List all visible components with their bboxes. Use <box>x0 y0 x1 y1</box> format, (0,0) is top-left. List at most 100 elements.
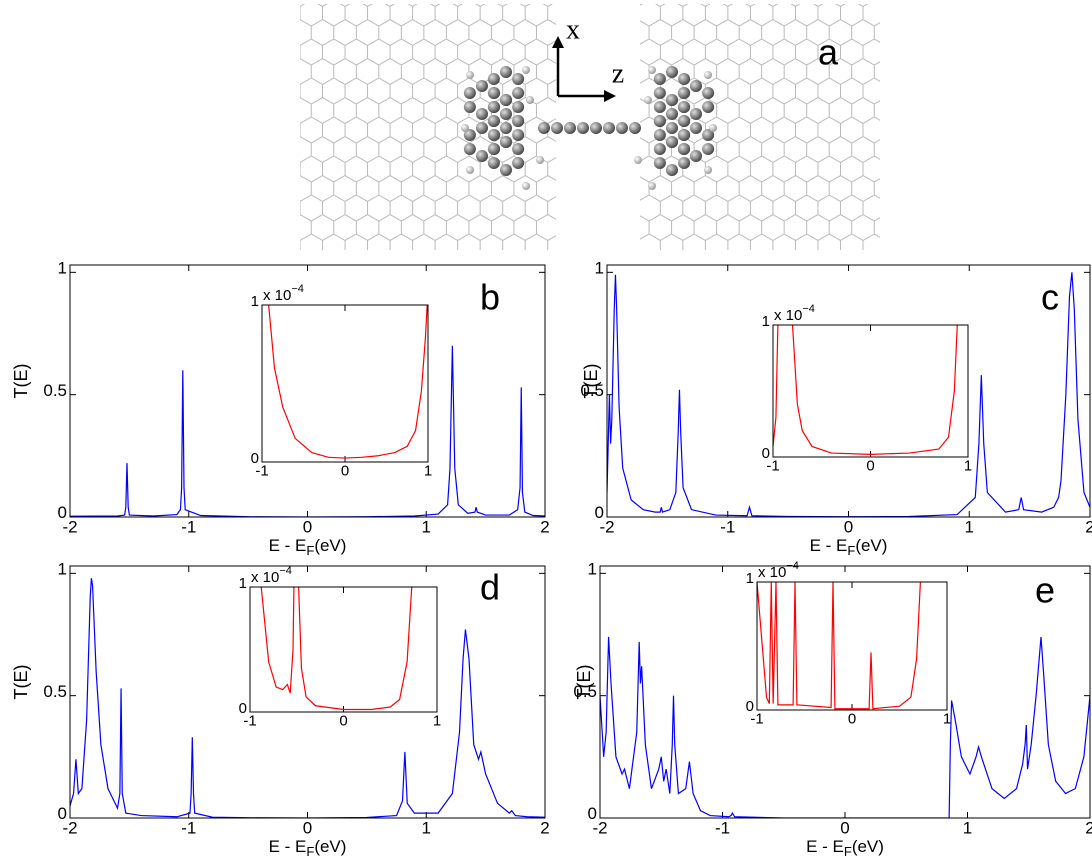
atom <box>616 122 628 134</box>
figure: x z a -2-101200.51E - EF <box>0 0 1092 862</box>
hydrogen <box>704 166 712 174</box>
atom <box>666 66 678 78</box>
atom <box>512 115 524 127</box>
atom <box>690 150 702 162</box>
x-axis-label-unit: (eV) <box>314 837 346 856</box>
atom <box>678 143 690 155</box>
plot-area <box>250 587 437 712</box>
x-tick-label: 0 <box>303 819 312 838</box>
hydrogen <box>644 96 652 104</box>
atom <box>500 164 512 176</box>
y-tick-label: 0 <box>251 450 259 467</box>
plot-area <box>773 325 968 457</box>
atom <box>488 101 500 113</box>
x-axis-label-sub: F <box>306 543 314 558</box>
atom <box>538 122 550 134</box>
atom <box>678 101 690 113</box>
x-tick-label: 0 <box>303 518 312 537</box>
atom <box>590 122 602 134</box>
panel-label: b <box>480 277 500 318</box>
x-axis-label-text: E - E <box>269 536 307 555</box>
y-tick-label: 1 <box>762 313 770 330</box>
atom <box>476 108 488 120</box>
hydrogen <box>634 156 642 164</box>
y-tick-label: 0 <box>595 503 604 522</box>
hydrogen <box>526 96 534 104</box>
x-tick-label: 1 <box>943 711 951 728</box>
atom <box>512 73 524 85</box>
hydrogen <box>466 166 474 174</box>
y-tick-label: 0 <box>58 503 67 522</box>
y-tick-label: 0 <box>746 698 754 715</box>
y-multiplier-exponent: −4 <box>802 303 815 315</box>
panel-label: c <box>1041 277 1059 318</box>
x-tick-label: -1 <box>181 819 196 838</box>
y-tick-label: 1 <box>251 293 259 310</box>
atom <box>678 157 690 169</box>
atom <box>690 122 702 134</box>
atom <box>702 143 714 155</box>
atom <box>690 80 702 92</box>
atom <box>666 164 678 176</box>
y-tick-label: 0 <box>239 700 247 717</box>
y-multiplier-base: x 10 <box>251 569 279 586</box>
hydrogen <box>704 71 712 79</box>
atom <box>603 122 615 134</box>
y-axis-label: T(E) <box>11 665 31 700</box>
atom <box>488 87 500 99</box>
arrow-head <box>604 90 616 102</box>
y-axis-label: T(E) <box>11 364 31 399</box>
atom <box>666 94 678 106</box>
x-tick-label: 1 <box>964 458 972 475</box>
hydrogen <box>648 66 656 74</box>
y-tick-label: 0.5 <box>43 682 67 701</box>
x-axis-label-unit: (eV) <box>852 837 884 856</box>
atom <box>512 87 524 99</box>
atom <box>666 108 678 120</box>
atom <box>678 87 690 99</box>
atom <box>476 80 488 92</box>
x-tick-label: 1 <box>965 518 974 537</box>
x-tick-label: 0 <box>844 518 853 537</box>
hydrogen <box>522 66 530 74</box>
atom <box>512 129 524 141</box>
x-tick-label: 2 <box>540 819 549 838</box>
atom <box>577 122 589 134</box>
y-tick-label: 0 <box>58 804 67 823</box>
atom <box>512 101 524 113</box>
y-tick-label: 1 <box>595 258 604 277</box>
hydrogen <box>648 182 656 190</box>
atom <box>678 129 690 141</box>
atom <box>666 136 678 148</box>
panel-label: a <box>818 32 839 73</box>
plot-area <box>262 305 428 462</box>
hydrogen <box>536 156 544 164</box>
atom <box>500 108 512 120</box>
atom <box>488 115 500 127</box>
atom <box>500 94 512 106</box>
x-axis-label-sub: F <box>847 543 855 558</box>
atom <box>500 66 512 78</box>
atom <box>476 122 488 134</box>
atom <box>654 157 666 169</box>
atom <box>654 73 666 85</box>
x-axis-label-text: E - E <box>269 837 307 856</box>
x-tick-label: 2 <box>1085 819 1092 838</box>
x-tick-label: -1 <box>715 819 730 838</box>
y-tick-label: 1 <box>239 575 247 592</box>
panel-label: d <box>480 567 500 608</box>
x-axis-label-sub: F <box>306 844 314 859</box>
x-tick-label: 1 <box>422 819 431 838</box>
y-tick-label: 1 <box>588 559 597 578</box>
hydrogen <box>522 182 530 190</box>
y-multiplier-base: x 10 <box>774 307 802 324</box>
plot: -10101x 10−4 <box>746 560 952 728</box>
x-axis-label-unit: (eV) <box>855 536 887 555</box>
x-tick-label: 1 <box>424 463 432 480</box>
x-axis-label-unit: (eV) <box>314 536 346 555</box>
atom <box>666 122 678 134</box>
atom <box>488 73 500 85</box>
x-axis-label: E - EF(eV) <box>806 837 884 859</box>
